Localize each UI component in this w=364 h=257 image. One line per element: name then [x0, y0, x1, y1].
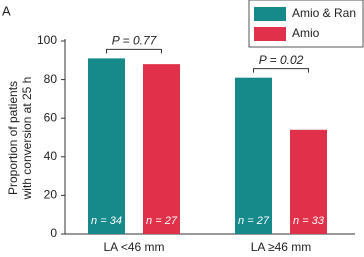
bar: [88, 58, 125, 235]
significance-bracket: [106, 48, 162, 54]
legend-swatch: [254, 27, 286, 41]
y-tick-label: 80: [44, 72, 58, 86]
panel-label: A: [2, 3, 11, 18]
legend-swatch: [254, 7, 286, 21]
y-tick-label: 40: [44, 149, 58, 163]
y-tick-label: 100: [37, 33, 57, 47]
bar: [235, 77, 272, 234]
p-value: P = 0.02: [259, 53, 304, 67]
bar: [290, 129, 327, 234]
n-label: n = 34: [91, 215, 122, 227]
significance-bracket: [253, 68, 309, 73]
y-axis-label-line: Proportion of patients: [6, 81, 20, 195]
n-label: n = 33: [293, 215, 325, 227]
y-axis-label: Proportion of patients with conversion a…: [6, 77, 34, 201]
bar: [143, 64, 180, 234]
y-tick-label: 20: [44, 188, 58, 202]
y-axis-label-line: with conversion at 25 h: [20, 77, 34, 201]
y-tick-label: 0: [50, 226, 57, 240]
legend-label: Amio: [292, 26, 320, 40]
p-value: P = 0.77: [112, 34, 158, 48]
y-tick-label: 60: [44, 110, 58, 124]
legend-label: Amio & Ran: [292, 6, 356, 20]
x-tick-label: LA <46 mm: [103, 240, 164, 254]
n-label: n = 27: [146, 215, 178, 227]
x-tick-label: LA ≥46 mm: [251, 240, 312, 254]
n-label: n = 27: [238, 215, 270, 227]
